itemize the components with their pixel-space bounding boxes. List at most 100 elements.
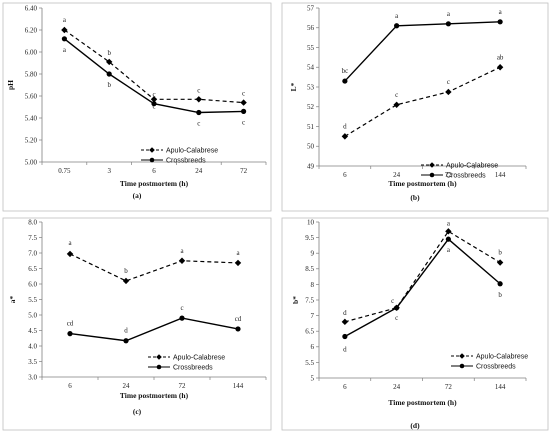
legend-marker-circle (459, 363, 465, 369)
series-apulo-calabrese: d c a b (341, 219, 504, 326)
x-tick-label: 144 (495, 171, 506, 179)
data-point-diamond (234, 259, 242, 267)
y-axis-title: pH (6, 80, 15, 90)
legend-label: Apulo-Calabrese (476, 354, 528, 361)
x-tick-label: 144 (233, 382, 244, 390)
y-tick-label: 3.0 (28, 373, 37, 381)
legend: Apulo-Calabrese Crossbreeds (421, 162, 498, 180)
significance-label: cd (67, 320, 74, 328)
chart-frame (2, 2, 272, 212)
significance-label: a (447, 246, 451, 254)
data-point-diamond (341, 318, 349, 326)
x-tick-label: 6 (152, 167, 156, 175)
y-axis-title: L* (289, 82, 298, 91)
data-point-circle (445, 21, 451, 27)
data-point-circle (342, 78, 348, 84)
data-point-diamond (341, 133, 349, 140)
y-tick-label: 9 (311, 250, 315, 258)
series-apulo-calabrese: d c c ab (341, 53, 504, 140)
data-point-diamond (61, 26, 68, 34)
legend: Apulo-Calabrese Crossbreeds (141, 147, 218, 165)
data-point-diamond (106, 58, 113, 66)
legend-marker-circle (149, 157, 155, 163)
data-point-diamond (496, 64, 504, 71)
x-tick-label: 24 (195, 167, 203, 175)
significance-label: b (107, 49, 111, 57)
y-tick-label: 55 (307, 44, 315, 52)
significance-label: d (124, 327, 128, 335)
y-tick-label: 56 (307, 24, 315, 32)
y-tick-label: 7.0 (28, 249, 37, 257)
legend-label: Apulo-Calabrese (166, 148, 218, 155)
y-tick-label: 7.5 (305, 296, 314, 304)
series-line (344, 66, 501, 137)
y-tick-label: 54 (307, 64, 315, 72)
x-tick-label: 6 (343, 383, 347, 391)
significance-label: c (395, 314, 398, 322)
y-tick-label: 3.5 (28, 358, 37, 366)
chart-panel-2: 49 50 51 52 53 54 55 56 57 6 24 72 144 Time postmorte… (281, 2, 549, 212)
y-tick-label: 7 (311, 312, 315, 320)
significance-label: a (447, 10, 451, 18)
significance-label: a (236, 249, 240, 257)
significance-label: b (498, 291, 502, 299)
y-tick-label: 5 (311, 374, 315, 382)
legend-label: Crossbreeds (446, 173, 486, 180)
data-point-circle (67, 331, 73, 337)
data-point-diamond (496, 259, 504, 266)
x-axis-title: Time postmortem (h) (120, 391, 189, 400)
chart-frame (281, 2, 549, 212)
significance-label: c (242, 118, 245, 126)
y-tick-label: 8 (311, 281, 315, 289)
data-point-diamond (66, 250, 74, 258)
y-tick-label: 4.5 (28, 327, 37, 335)
legend: Apulo-Calabrese Crossbreeds (451, 353, 528, 371)
series-line (344, 238, 501, 338)
data-point-circle (196, 109, 202, 116)
significance-label: a (180, 247, 184, 255)
series-line (344, 230, 501, 323)
series-crossbreeds: d c a b (342, 236, 503, 354)
y-tick-label: 5.40 (25, 114, 38, 122)
series-crossbreeds: cd d c cd (67, 304, 242, 344)
significance-label: bc (342, 67, 349, 75)
significance-label: b (124, 267, 128, 275)
panel-label: (b) (410, 193, 420, 202)
y-axis-title: a* (8, 296, 17, 304)
y-tick-label: 57 (307, 4, 315, 12)
significance-label: a (63, 16, 67, 24)
data-point-diamond (178, 257, 186, 264)
y-tick-label: 5.0 (28, 311, 37, 319)
data-point-circle (61, 36, 67, 42)
significance-label: d (343, 309, 347, 317)
legend-marker-circle (429, 172, 435, 178)
y-tick-label: 6.40 (25, 4, 38, 12)
x-tick-label: 6 (343, 171, 347, 179)
y-tick-label: 5.5 (305, 359, 314, 367)
y-tick-label: 5.60 (25, 92, 38, 100)
y-tick-label: 5.80 (25, 70, 38, 78)
legend-label: Crossbreeds (173, 365, 213, 372)
y-tick-label: 6.20 (25, 26, 38, 34)
y-tick-label: 7.5 (28, 234, 37, 242)
y-tick-label: 50 (307, 143, 315, 151)
significance-label: b (498, 249, 502, 257)
legend-marker-diamond (459, 353, 465, 359)
data-point-diamond (445, 88, 452, 96)
chart-frame (281, 217, 549, 431)
significance-label: b (107, 81, 111, 89)
y-tick-label: 6.0 (28, 280, 37, 288)
data-point-diamond (150, 96, 158, 103)
data-point-circle (394, 23, 400, 29)
data-point-circle (342, 333, 348, 340)
legend-label: Crossbreeds (476, 364, 516, 371)
significance-label: c (152, 91, 155, 99)
x-tick-label: 72 (445, 383, 453, 391)
data-point-circle (497, 281, 503, 287)
significance-label: d (343, 122, 347, 130)
x-tick-label: 6 (68, 382, 72, 390)
y-axis-title: b* (291, 296, 300, 304)
series-line (69, 253, 239, 282)
